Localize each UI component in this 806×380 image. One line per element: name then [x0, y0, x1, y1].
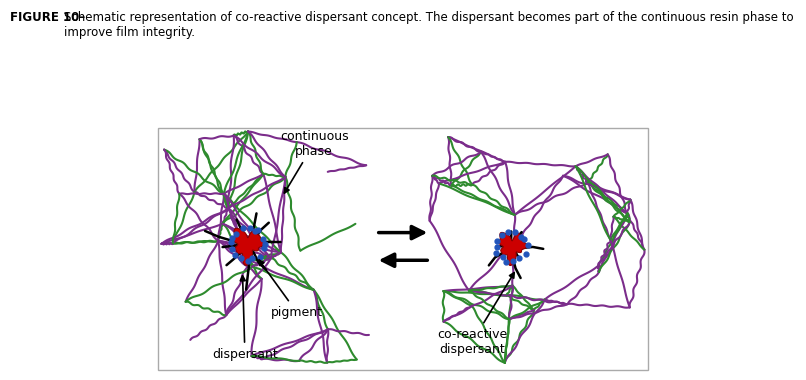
- Text: co-reactive
dispersant: co-reactive dispersant: [437, 272, 514, 356]
- Text: dispersant: dispersant: [212, 276, 278, 361]
- Text: pigment: pigment: [259, 260, 322, 319]
- FancyBboxPatch shape: [159, 128, 647, 370]
- Polygon shape: [233, 228, 265, 265]
- Polygon shape: [498, 233, 528, 266]
- Text: continuous
phase: continuous phase: [280, 130, 348, 193]
- Text: FIGURE 10–: FIGURE 10–: [10, 11, 85, 24]
- Text: Schematic representation of co-reactive dispersant concept. The dispersant becom: Schematic representation of co-reactive …: [64, 11, 794, 40]
